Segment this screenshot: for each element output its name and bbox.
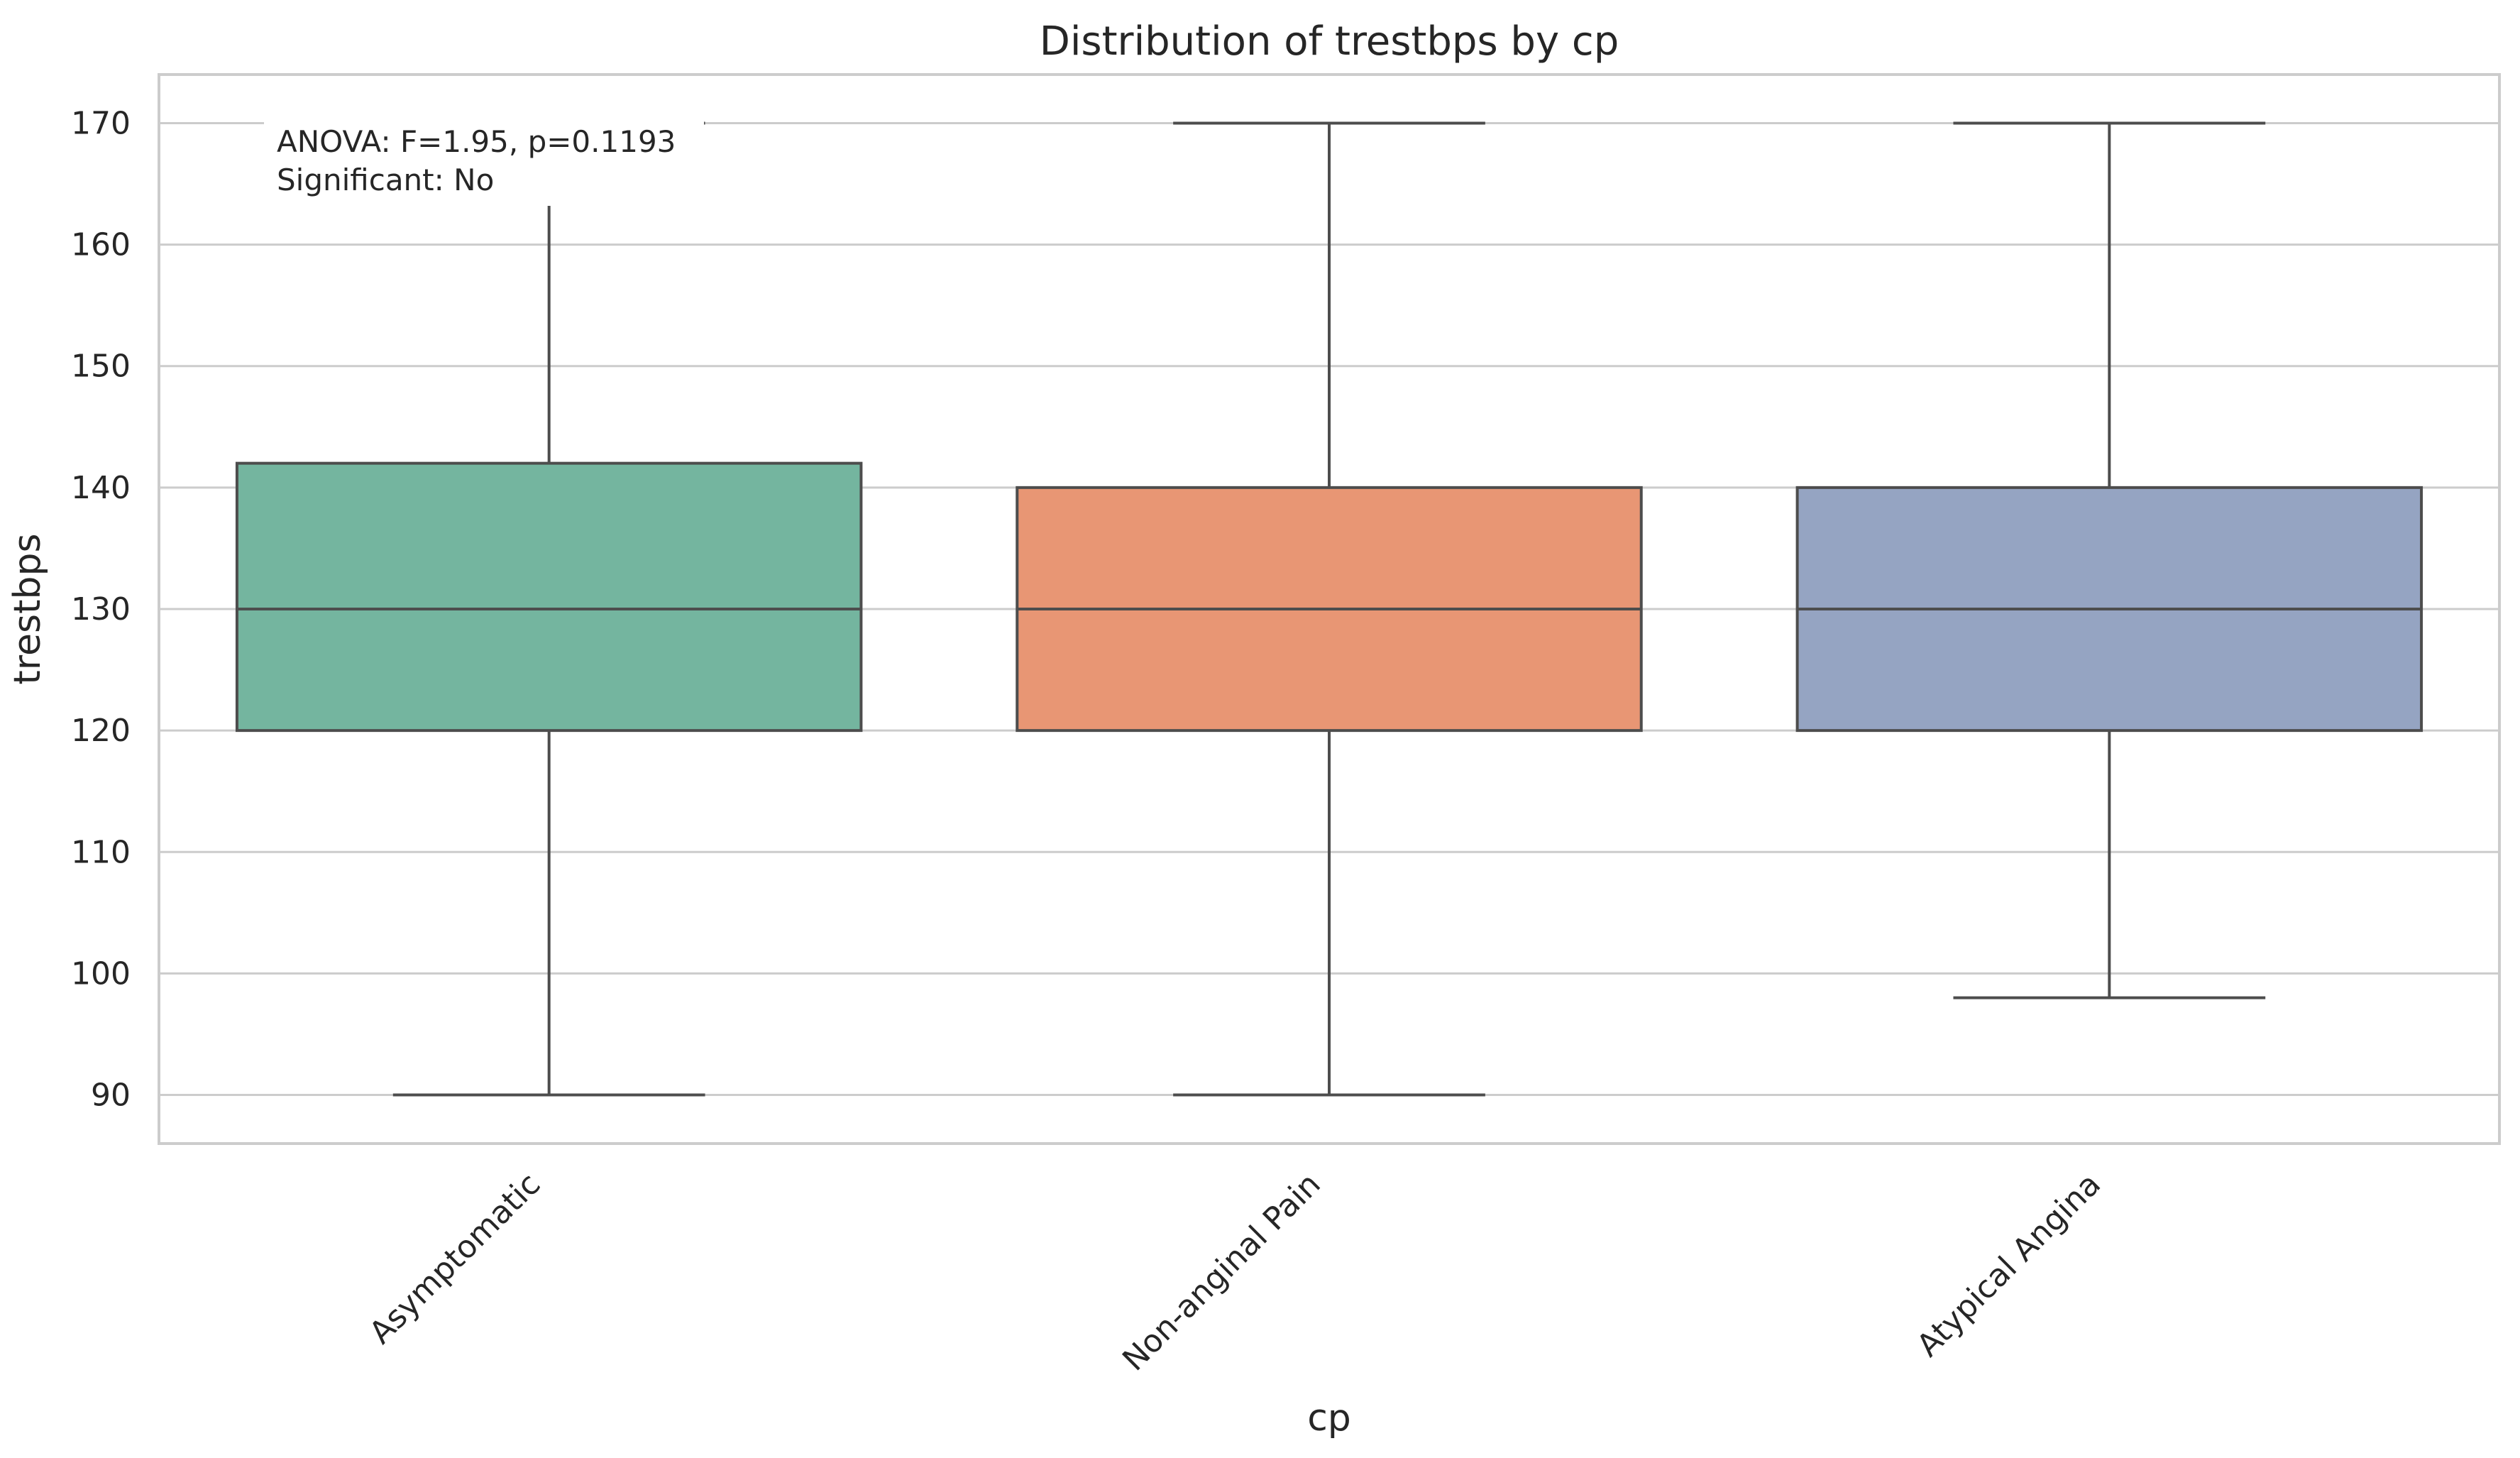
chart-title: Distribution of trestbps by cp	[1040, 18, 1619, 65]
y-axis-label: trestbps	[6, 533, 49, 684]
y-tick-label-160: 160	[71, 227, 131, 263]
box-0	[235, 121, 863, 1097]
y-tick-label-130: 130	[71, 591, 131, 627]
annotation-background	[264, 114, 704, 206]
y-tick-label-90: 90	[91, 1078, 131, 1114]
y-tick-label-100: 100	[71, 955, 131, 992]
box-1	[1016, 121, 1643, 1097]
x-tick-label-0: Asymptomatic	[363, 1166, 548, 1352]
y-tick-label-170: 170	[71, 105, 131, 141]
annotation-line-1: ANOVA: F=1.95, p=0.1193	[277, 124, 676, 159]
x-tick-label-2: Atypical Angina	[1910, 1166, 2108, 1364]
y-tick-label-120: 120	[71, 713, 131, 749]
anova-annotation: ANOVA: F=1.95, p=0.1193 Significant: No	[264, 114, 704, 206]
y-tick-label-140: 140	[71, 470, 131, 506]
box-2	[1795, 121, 2423, 999]
box-plots	[235, 121, 2423, 1097]
x-tick-label-1: Non-anginal Pain	[1116, 1166, 1328, 1378]
y-tick-labels: 90 100 110 120 130 140 150 160 170	[71, 105, 131, 1113]
x-tick-labels: Asymptomatic Non-anginal Pain Atypical Ang…	[363, 1166, 2108, 1378]
iqr-box	[235, 461, 863, 733]
annotation-line-2: Significant: No	[277, 163, 494, 197]
plot-frame	[158, 73, 2501, 1145]
x-axis-label: cp	[1307, 1397, 1351, 1440]
y-tick-label-110: 110	[71, 834, 131, 870]
y-tick-label-150: 150	[71, 349, 131, 385]
